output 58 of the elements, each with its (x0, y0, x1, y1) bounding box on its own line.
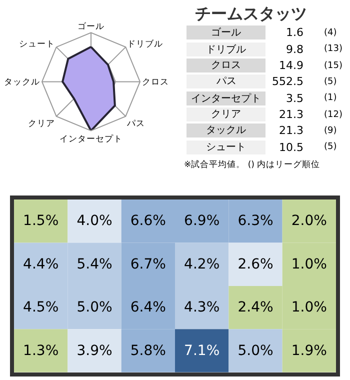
text: 3.5 (286, 92, 304, 105)
text: (4) (324, 28, 337, 38)
text: 21.3 (279, 124, 304, 137)
text: (5) (324, 77, 337, 87)
data-label: 6.9% (184, 213, 220, 230)
data-label: 5.8% (130, 342, 166, 359)
data-label: 6.4% (130, 300, 166, 316)
category-label: パス (216, 76, 236, 87)
data-label: 4.0% (76, 213, 112, 230)
category-label: クリア (211, 109, 241, 120)
text: (12) (324, 110, 342, 120)
category-label: シュート (206, 142, 246, 153)
data-label: 5.4% (76, 256, 112, 272)
data-label: 1.3% (23, 342, 59, 359)
spoke-label: インターセプト (60, 133, 122, 144)
category-label: ゴール (211, 28, 241, 38)
data-label: 1.0% (291, 256, 327, 272)
text: (1) (324, 93, 337, 103)
text: チームスタッツ (195, 4, 307, 23)
text: 10.5 (279, 141, 304, 154)
data-label: 6.6% (130, 213, 166, 230)
spoke-label: シュート (18, 39, 55, 50)
data-label: 1.5% (23, 213, 59, 230)
text: 552.5 (272, 75, 304, 88)
data-label: 2.0% (291, 213, 327, 230)
data-label: 7.1% (184, 342, 220, 359)
data-label: 4.5% (23, 300, 59, 316)
category-label: インターセプト (191, 94, 261, 104)
spoke-label: ゴール (78, 20, 104, 32)
text: 21.3 (279, 108, 304, 121)
text: ※試合平均値。 () 内はリーグ順位 (184, 159, 320, 170)
category-label: クロス (211, 60, 241, 71)
data-label: 5.0% (238, 342, 274, 359)
text: 9.8 (286, 43, 304, 56)
text: (13) (324, 44, 342, 54)
data-label: 3.9% (76, 342, 112, 359)
spoke-label: ドリブル (127, 38, 164, 50)
text: (5) (324, 142, 337, 152)
data-label: 5.0% (76, 300, 112, 316)
data-label: 4.2% (184, 256, 220, 272)
data-label: 6.7% (130, 256, 166, 272)
data-label: 1.0% (291, 300, 327, 316)
category-label: タックル (206, 125, 246, 136)
spoke-label: クロス (142, 78, 170, 88)
spoke-label: パス (126, 119, 146, 130)
data-label: 6.3% (238, 213, 274, 230)
spoke-label: クリア (28, 119, 55, 130)
text: 14.9 (279, 59, 304, 72)
data-label: 2.4% (238, 300, 274, 316)
data-label: 4.4% (23, 256, 59, 272)
data-label: 1.9% (291, 342, 327, 359)
spoke-label: タックル (4, 78, 40, 88)
text: (9) (324, 126, 337, 136)
data-label: 4.3% (184, 300, 220, 316)
text: (15) (324, 61, 342, 71)
data-label: 2.6% (238, 256, 274, 272)
category-label: ドリブル (206, 44, 246, 56)
text: 1.6 (286, 26, 304, 39)
